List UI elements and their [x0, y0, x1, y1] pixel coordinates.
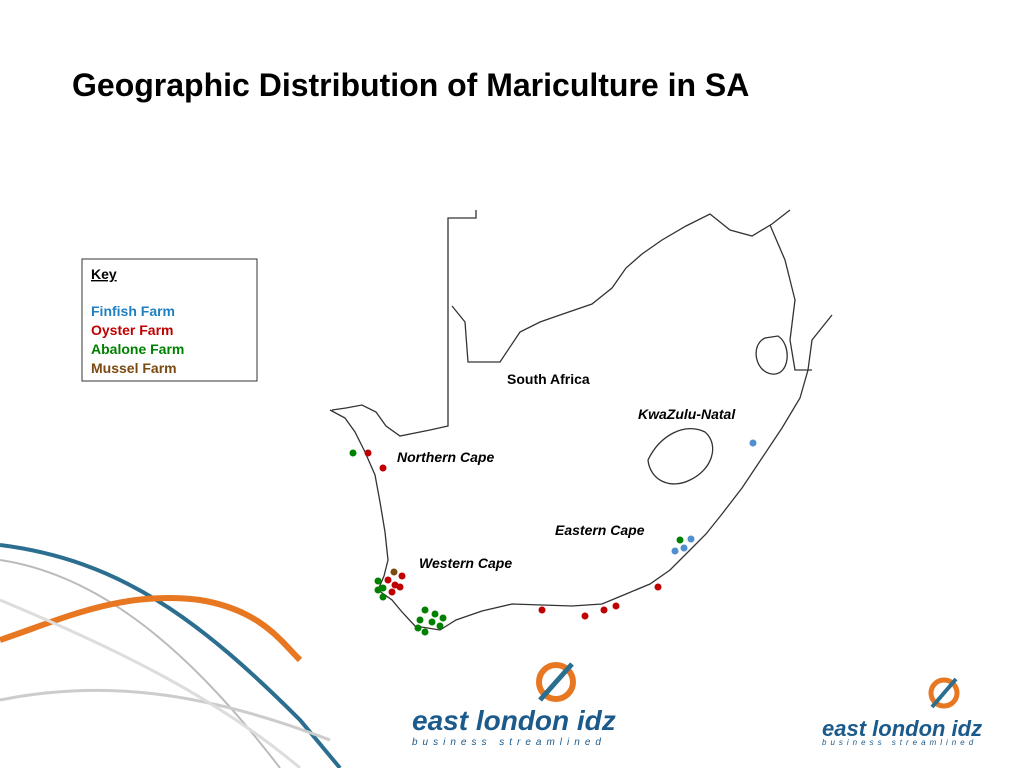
- region-label: South Africa: [507, 371, 590, 387]
- logo-tagline: business streamlined: [412, 737, 606, 748]
- map-outline: [329, 209, 833, 631]
- key-item: Oyster Farm: [91, 322, 173, 338]
- logo: east london idz business streamlined: [412, 662, 616, 748]
- key: Key Finfish Farm Oyster Farm Abalone Farm M…: [81, 258, 258, 382]
- key-box: [81, 258, 258, 382]
- swooshes: [0, 543, 342, 768]
- slide-title: Geographic Distribution of Mariculture i…: [72, 67, 749, 103]
- logo: east london idz business streamlined: [822, 677, 982, 747]
- logo-tagline: business streamlined: [822, 738, 977, 747]
- region-labels: South Africa KwaZulu-Natal Northern Cape…: [397, 371, 736, 571]
- key-item: Finfish Farm: [91, 303, 175, 319]
- region-label: Northern Cape: [397, 449, 494, 465]
- logo-name: east london idz: [412, 705, 616, 736]
- region-label: Western Cape: [419, 555, 512, 571]
- key-item: Mussel Farm: [91, 360, 177, 376]
- logo-name: east london idz: [822, 716, 982, 741]
- key-item: Abalone Farm: [91, 341, 184, 357]
- key-heading: Key: [91, 266, 117, 282]
- region-label: KwaZulu-Natal: [638, 406, 736, 422]
- farm-dots: [349, 439, 757, 636]
- region-label: Eastern Cape: [555, 522, 645, 538]
